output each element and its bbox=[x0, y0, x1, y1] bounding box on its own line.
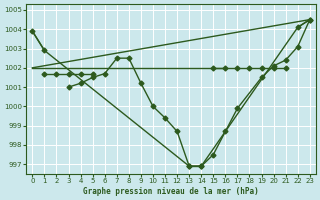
X-axis label: Graphe pression niveau de la mer (hPa): Graphe pression niveau de la mer (hPa) bbox=[83, 187, 259, 196]
